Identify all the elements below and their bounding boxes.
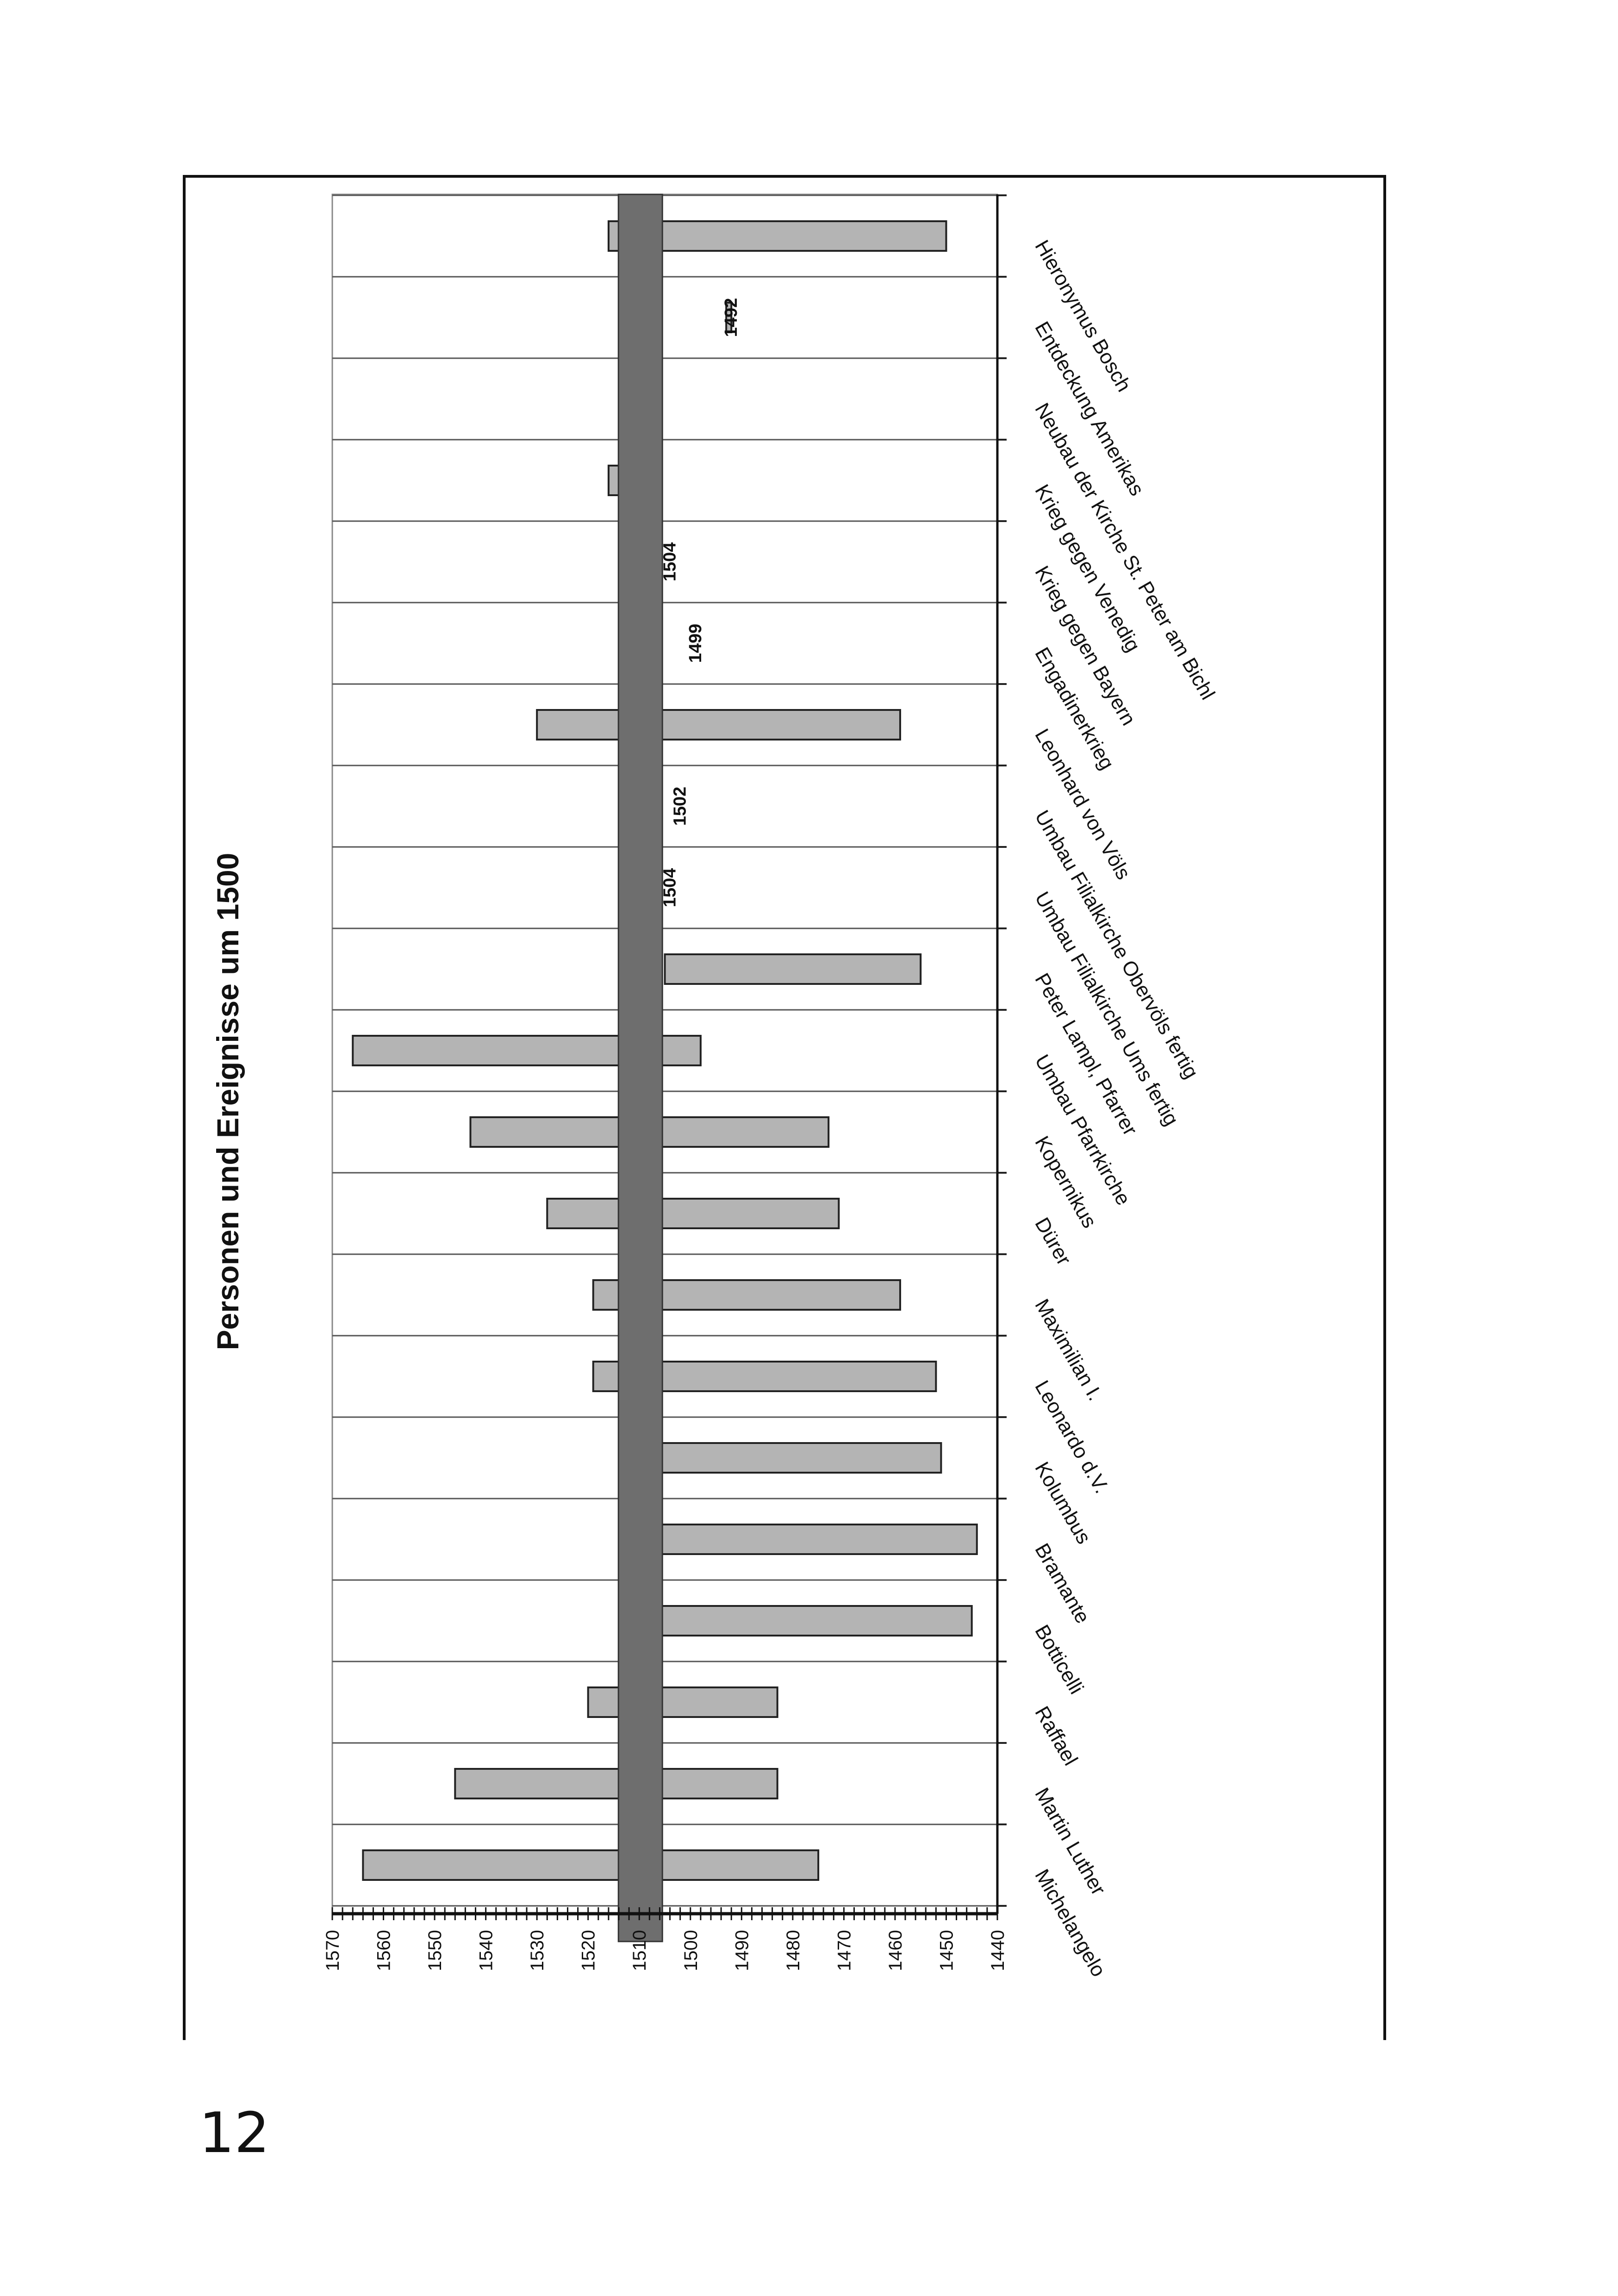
- bar-botticelli: [638, 1605, 973, 1636]
- tick-label-1470: 1470: [834, 1930, 854, 1971]
- tick-label-1440: 1440: [988, 1930, 1008, 1971]
- chart-frame: [183, 175, 1386, 2040]
- tick-label-1460: 1460: [885, 1930, 906, 1971]
- category-label-3: Botticelli: [1030, 1621, 1088, 1698]
- bar-martin-luther: [454, 1768, 778, 1799]
- tick-label-1560: 1560: [374, 1930, 394, 1971]
- bar-raffael: [587, 1686, 778, 1718]
- tick-label-1480: 1480: [783, 1930, 803, 1971]
- tick-label-1550: 1550: [425, 1930, 445, 1971]
- category-label-14: Leonhard von Völs: [1030, 725, 1135, 884]
- bar-bramante: [618, 1524, 978, 1555]
- tick-label-1540: 1540: [476, 1930, 497, 1971]
- bar-leonhard-von-v-ls: [536, 709, 901, 740]
- data-label-1502: 1502: [671, 787, 690, 826]
- tick-label-1520: 1520: [579, 1930, 599, 1971]
- tick-label-1450: 1450: [936, 1930, 957, 1971]
- bar-michelangelo: [362, 1849, 820, 1881]
- data-label-1499: 1499: [686, 624, 705, 663]
- data-label-1492: 1492: [722, 298, 741, 337]
- category-label-4: Bramante: [1030, 1540, 1094, 1628]
- bar-hieronymus-bosch: [607, 220, 947, 252]
- page-number: 12: [199, 2101, 270, 2165]
- bar-peter-lampl-pfarrer: [664, 953, 922, 985]
- bar-entdeckung-amerikas: [725, 302, 733, 333]
- data-label-1504: 1504: [660, 542, 680, 582]
- tick-label-1510: 1510: [629, 1930, 650, 1971]
- tick-label-1490: 1490: [732, 1930, 752, 1971]
- data-label-1504: 1504: [660, 868, 680, 908]
- tick-label-1570: 1570: [323, 1930, 343, 1971]
- tick-label-1500: 1500: [681, 1930, 701, 1971]
- tick-label-1530: 1530: [527, 1930, 548, 1971]
- category-label-8: Dürer: [1030, 1214, 1075, 1269]
- category-label-2: Raffael: [1030, 1703, 1082, 1770]
- reference-band-1510: [617, 193, 663, 1942]
- chart-title: Personen und Ereignisse um 1500: [211, 853, 245, 1350]
- bar-kolumbus: [659, 1442, 942, 1474]
- bar-d-rer: [546, 1198, 840, 1229]
- category-label-20: Hieronymus Bosch: [1030, 236, 1135, 396]
